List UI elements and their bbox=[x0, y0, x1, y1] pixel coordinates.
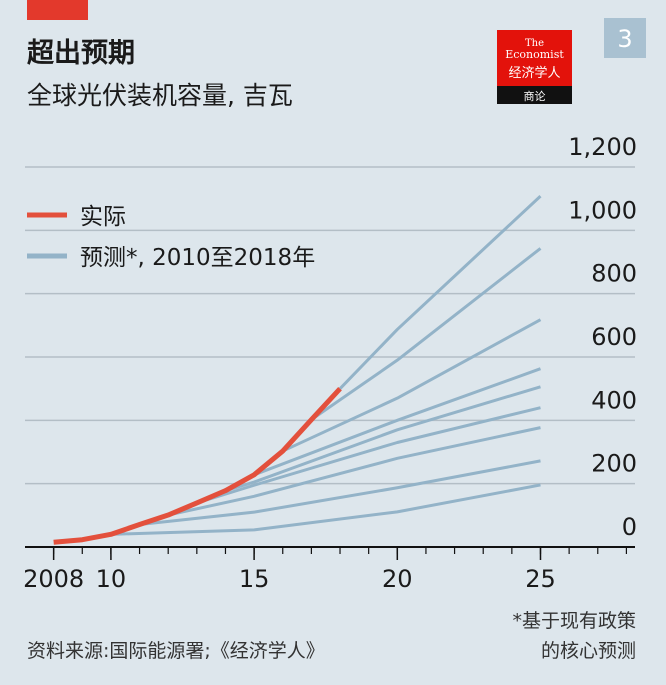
accent-bar bbox=[27, 0, 88, 20]
source: 资料来源:国际能源署;《经济学人》 bbox=[27, 640, 325, 662]
footnote: *基于现有政策 bbox=[512, 610, 636, 632]
y-tick-label: 600 bbox=[591, 323, 637, 351]
chart-title: 超出预期 bbox=[27, 38, 135, 69]
forecast-line bbox=[225, 385, 541, 493]
forecast-line bbox=[110, 483, 541, 536]
logo-sub: 商论 bbox=[524, 89, 546, 103]
badge-number: 3 bbox=[617, 25, 632, 53]
forecast-line bbox=[282, 318, 542, 453]
y-tick-label: 0 bbox=[622, 513, 637, 541]
y-tick-label: 400 bbox=[591, 386, 637, 414]
forecast-line bbox=[139, 459, 541, 527]
series-line bbox=[53, 386, 342, 545]
x-tick-label: 20 bbox=[382, 565, 413, 593]
x-tick-label: 15 bbox=[239, 565, 270, 593]
forecast-line bbox=[310, 247, 542, 421]
x-tick-label: 2008 bbox=[23, 565, 84, 593]
x-tick-label: 25 bbox=[525, 565, 556, 593]
y-tick-label: 800 bbox=[591, 260, 637, 288]
forecast-line bbox=[196, 406, 541, 505]
y-tick-label: 200 bbox=[591, 450, 637, 478]
footnote: 的核心预测 bbox=[541, 640, 636, 662]
forecast-line bbox=[338, 195, 542, 390]
y-tick-label: 1,000 bbox=[568, 196, 637, 224]
logo-text: The bbox=[525, 38, 544, 49]
badge bbox=[604, 18, 646, 58]
x-tick-label: 10 bbox=[96, 565, 127, 593]
logo-text: 经济学人 bbox=[508, 65, 560, 81]
forecast-line bbox=[253, 367, 542, 477]
legend-label: 预测*, 2010至2018年 bbox=[80, 245, 315, 271]
chart-subtitle: 全球光伏装机容量, 吉瓦 bbox=[27, 81, 293, 110]
logo-box bbox=[497, 30, 572, 86]
y-tick-label: 1,200 bbox=[568, 133, 637, 161]
forecast-line bbox=[167, 426, 541, 517]
logo-sub-box bbox=[497, 86, 572, 104]
logo-text: Economist bbox=[505, 48, 564, 61]
legend-label: 实际 bbox=[80, 204, 126, 230]
